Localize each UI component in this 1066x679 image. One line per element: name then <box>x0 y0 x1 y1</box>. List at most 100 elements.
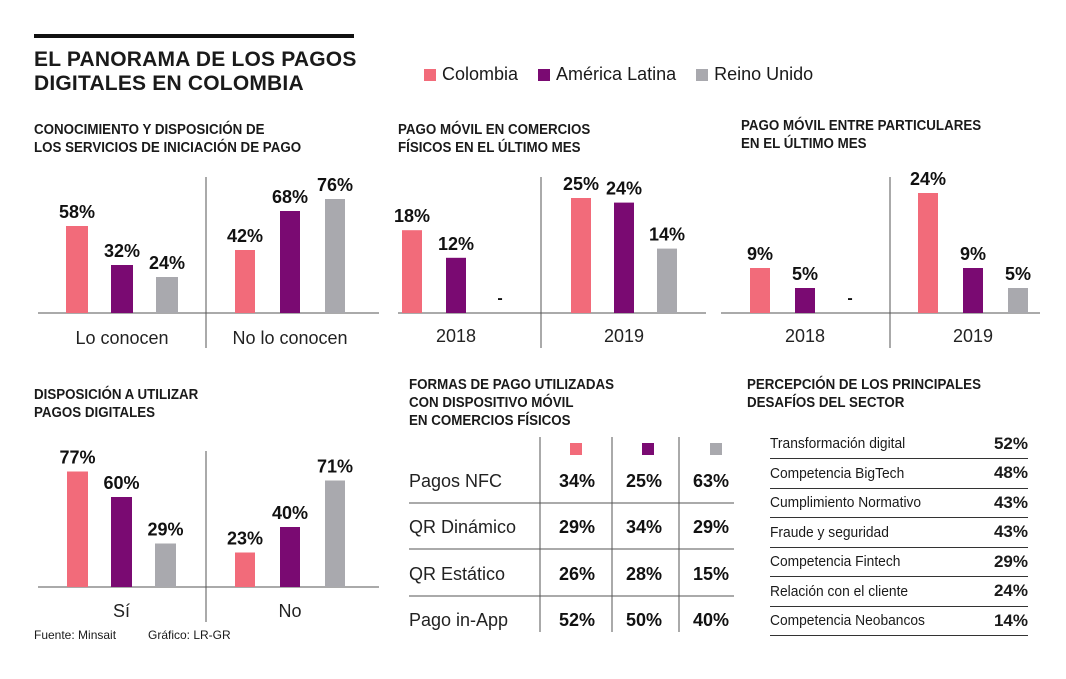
pago_comercios-category-label: 2019 <box>604 326 644 346</box>
conocimiento-value-label: 68% <box>272 187 308 207</box>
page-title-line2: DIGITALES EN COLOMBIA <box>34 72 304 95</box>
pago_particulares-bar <box>1008 288 1028 313</box>
legend-label-america-latina: América Latina <box>556 64 677 84</box>
disposicion-title-line1: DISPOSICIÓN A UTILIZAR <box>34 387 199 403</box>
desafio-label: Cumplimiento Normativo <box>770 494 922 511</box>
disposicion-value-label: 71% <box>317 457 353 477</box>
desafio-row: Cumplimiento Normativo 43% <box>770 488 1028 518</box>
pago_comercios-value-label: - <box>497 290 502 307</box>
pago_particulares-value-label: 5% <box>1005 264 1031 284</box>
title-rule <box>34 34 354 38</box>
pago_particulares-bar <box>918 193 938 313</box>
disposicion-title: DISPOSICIÓN A UTILIZAR PAGOS DIGITALES <box>34 386 198 422</box>
page-title: EL PANORAMA DE LOS PAGOS DIGITALES EN CO… <box>34 48 357 96</box>
conocimiento-value-label: 58% <box>59 202 95 222</box>
desafio-value: 43% <box>993 522 1028 541</box>
disposicion-title-line2: PAGOS DIGITALES <box>34 405 156 421</box>
desafio-row: Competencia Neobancos 14% <box>770 606 1028 636</box>
pago_comercios-value-label: 18% <box>394 206 430 226</box>
desafio-row: Competencia Fintech 29% <box>770 547 1028 577</box>
formas-cell: 15% <box>693 564 729 584</box>
conocimiento-category-label: No lo conocen <box>232 328 347 348</box>
pago-comercios-title-line2: FÍSICOS EN EL ÚLTIMO MES <box>398 140 581 156</box>
desafio-value: 48% <box>993 463 1028 482</box>
desafio-label: Competencia Neobancos <box>770 612 925 629</box>
formas-row-label: Pagos NFC <box>409 471 502 491</box>
pago_particulares-value-label: - <box>847 290 852 307</box>
formas-title: FORMAS DE PAGO UTILIZADAS CON DISPOSITIV… <box>409 376 614 430</box>
pago_comercios-bar <box>657 248 677 313</box>
formas-cell: 26% <box>559 564 595 584</box>
pago-comercios-title-line1: PAGO MÓVIL EN COMERCIOS <box>398 122 591 138</box>
disposicion-bar <box>235 552 255 587</box>
conocimiento-bar <box>280 211 300 313</box>
formas-column-swatch <box>710 443 722 455</box>
pago_particulares-value-label: 9% <box>960 244 986 264</box>
pago-particulares-title: PAGO MÓVIL ENTRE PARTICULARES EN EL ÚLTI… <box>741 117 981 153</box>
disposicion-bar <box>155 543 176 587</box>
conocimiento-bar <box>111 265 133 313</box>
pago_particulares-value-label: 24% <box>910 169 946 189</box>
conocimiento-bar <box>325 199 345 313</box>
legend-label-reino-unido: Reino Unido <box>714 64 814 84</box>
formas-title-line2: CON DISPOSITIVO MÓVIL <box>409 395 574 411</box>
formas-cell: 28% <box>626 564 662 584</box>
formas-column-swatch <box>642 443 654 455</box>
formas-cell: 29% <box>693 517 729 537</box>
disposicion-bar <box>325 480 345 587</box>
pago_comercios-value-label: 24% <box>606 179 642 199</box>
disposicion-value-label: 40% <box>272 503 308 523</box>
formas-cell: 50% <box>626 610 662 630</box>
disposicion-value-label: 60% <box>103 473 139 493</box>
legend-swatch-reino-unido <box>696 68 709 81</box>
pago_particulares-bar <box>795 288 815 313</box>
pago_particulares-category-label: 2019 <box>953 326 993 346</box>
legend-item-reino-unido: Reino Unido <box>696 64 813 85</box>
desafios-title-line1: PERCEPCIÓN DE LOS PRINCIPALES <box>747 377 981 393</box>
page-title-line1: EL PANORAMA DE LOS PAGOS <box>34 48 357 71</box>
legend-item-colombia: Colombia <box>424 64 518 85</box>
disposicion-bar <box>280 527 300 587</box>
legend-item-america-latina: América Latina <box>538 64 676 85</box>
desafio-row: Relación con el cliente 24% <box>770 577 1028 607</box>
conocimiento-title-line2: LOS SERVICIOS DE INICIACIÓN DE PAGO <box>34 140 302 156</box>
formas-cell: 25% <box>626 471 662 491</box>
formas-cell: 40% <box>693 610 729 630</box>
conocimiento-title-line1: CONOCIMIENTO Y DISPOSICIÓN DE <box>34 122 265 138</box>
conocimiento-category-label: Lo conocen <box>75 328 168 348</box>
disposicion-category-label: Sí <box>113 601 130 621</box>
legend-label-colombia: Colombia <box>442 64 519 84</box>
pago_particulares-bar <box>963 268 983 313</box>
desafio-label: Competencia BigTech <box>770 464 905 482</box>
pago_particulares-category-label: 2018 <box>785 326 825 346</box>
pago_comercios-bar <box>402 230 422 313</box>
footer-graphic: Gráfico: LR-GR <box>148 628 231 642</box>
desafio-row: Fraude y seguridad 43% <box>770 518 1028 548</box>
formas-title-line3: EN COMERCIOS FÍSICOS <box>409 413 571 429</box>
pago-particulares-title-line1: PAGO MÓVIL ENTRE PARTICULARES <box>741 118 982 134</box>
formas-cell: 52% <box>559 610 595 630</box>
formas-row-label: Pago in-App <box>409 610 508 630</box>
legend-swatch-colombia <box>424 68 436 81</box>
pago_particulares-bar <box>750 268 770 313</box>
desafio-label: Relación con el cliente <box>770 582 909 600</box>
desafios-title: PERCEPCIÓN DE LOS PRINCIPALES DESAFÍOS D… <box>747 376 981 412</box>
formas-cell: 63% <box>693 471 729 491</box>
footer-source: Fuente: Minsait <box>34 628 117 642</box>
desafio-row: Competencia BigTech 48% <box>770 459 1028 489</box>
formas-cell: 34% <box>626 517 662 537</box>
pago_comercios-bar <box>614 202 634 313</box>
pago_comercios-value-label: 14% <box>649 225 685 245</box>
desafio-label: Fraude y seguridad <box>770 523 889 541</box>
formas-title-line1: FORMAS DE PAGO UTILIZADAS <box>409 377 615 393</box>
legend: Colombia América Latina Reino Unido <box>424 64 833 85</box>
desafio-value: 52% <box>993 433 1028 453</box>
pago_comercios-value-label: 12% <box>438 234 474 254</box>
desafio-label: Competencia Fintech <box>770 553 901 570</box>
formas-cell: 34% <box>559 471 595 491</box>
formas-row-label: QR Estático <box>409 564 505 584</box>
pago_comercios-bar <box>571 198 591 313</box>
pago_particulares-value-label: 5% <box>792 264 818 284</box>
desafio-value: 14% <box>993 610 1028 630</box>
